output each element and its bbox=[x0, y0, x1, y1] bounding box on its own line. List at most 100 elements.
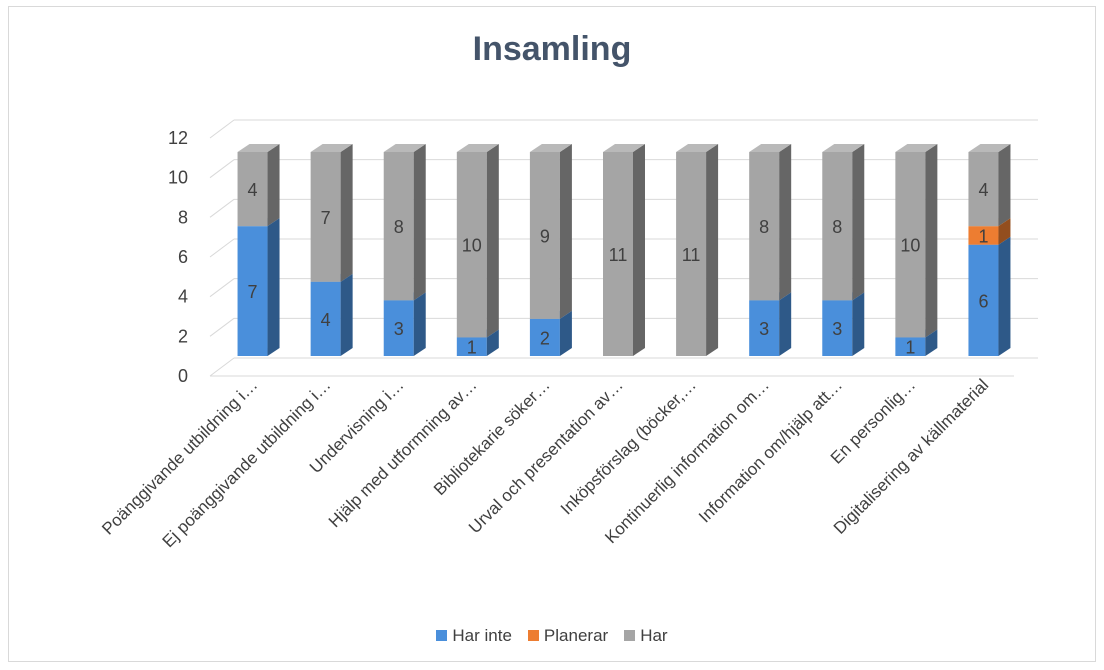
bar-segment bbox=[968, 244, 999, 356]
x-tick-label: Poänggivande utbildning i… bbox=[98, 375, 261, 538]
bar-side bbox=[998, 218, 1011, 245]
data-label: 8 bbox=[832, 217, 842, 237]
bar-segment bbox=[310, 281, 341, 356]
bar-segment bbox=[895, 337, 926, 356]
y-tick-label: 2 bbox=[178, 326, 188, 346]
legend-item: Har inte bbox=[436, 626, 512, 646]
bar-side bbox=[998, 236, 1011, 356]
bar-segment bbox=[237, 226, 268, 356]
bar-segment bbox=[676, 152, 707, 356]
grid-diagonal bbox=[209, 357, 235, 377]
bar-segment bbox=[603, 152, 633, 356]
legend-item: Planerar bbox=[527, 626, 609, 646]
data-label: 7 bbox=[248, 282, 258, 302]
bar-segment bbox=[529, 318, 560, 356]
grid-diagonal bbox=[209, 238, 235, 258]
data-label: 10 bbox=[900, 236, 920, 256]
y-tick-label: 6 bbox=[178, 247, 188, 267]
bar-top bbox=[603, 144, 645, 152]
bar-segment bbox=[968, 152, 999, 227]
bar-side bbox=[925, 144, 938, 338]
legend-swatch bbox=[436, 630, 448, 642]
bar-segment bbox=[749, 300, 780, 356]
data-label: 2 bbox=[540, 328, 550, 348]
bar-segment bbox=[968, 226, 999, 245]
data-label: 1 bbox=[467, 338, 477, 358]
bar-top bbox=[749, 144, 792, 152]
data-label: 3 bbox=[759, 319, 769, 339]
bar-top bbox=[822, 144, 865, 152]
bar-side bbox=[706, 144, 719, 356]
bar-top bbox=[676, 144, 719, 152]
data-label: 10 bbox=[462, 236, 482, 256]
bar-segment bbox=[895, 152, 926, 338]
bar-side bbox=[340, 144, 353, 282]
chart-title: Insamling bbox=[472, 30, 632, 68]
bar-side bbox=[559, 310, 572, 356]
bar-side bbox=[486, 329, 499, 356]
legend-label: Har inte bbox=[452, 626, 512, 645]
bar-top bbox=[383, 144, 426, 152]
data-label: 8 bbox=[394, 217, 404, 237]
x-tick-label: Urval och presentation av… bbox=[465, 375, 627, 537]
bar-segment bbox=[383, 300, 414, 356]
grid-diagonal bbox=[209, 278, 235, 298]
bar-side bbox=[633, 144, 645, 356]
data-label: 3 bbox=[394, 319, 404, 339]
bar-side bbox=[779, 292, 792, 356]
y-tick-label: 8 bbox=[178, 207, 188, 227]
bar-segment bbox=[822, 152, 853, 301]
data-label: 1 bbox=[905, 338, 915, 358]
legend-item: Har bbox=[624, 626, 668, 646]
bar-side bbox=[852, 144, 865, 301]
bar-side bbox=[267, 218, 280, 356]
legend-label: Planerar bbox=[543, 626, 609, 645]
bar-segment bbox=[822, 300, 853, 356]
y-tick-label: 0 bbox=[178, 366, 188, 386]
x-tick-label: Digitalisering av källmaterial bbox=[830, 375, 992, 537]
bar-side bbox=[852, 292, 865, 356]
y-tick-label: 10 bbox=[168, 168, 188, 188]
y-tick-label: 12 bbox=[168, 128, 188, 148]
bar-top bbox=[237, 144, 280, 152]
bar-side bbox=[559, 144, 572, 319]
bar-side bbox=[413, 144, 426, 301]
bar-top bbox=[895, 144, 938, 152]
bar-side bbox=[267, 144, 280, 227]
x-tick-label: Hjälp med utformning av… bbox=[325, 375, 481, 531]
data-label: 4 bbox=[248, 180, 258, 200]
bar-segment bbox=[456, 337, 487, 356]
bar-side bbox=[340, 273, 353, 356]
bar-segment bbox=[383, 152, 414, 301]
data-label: 8 bbox=[759, 217, 769, 237]
legend-label: Har bbox=[640, 626, 668, 645]
bar-side bbox=[779, 144, 792, 301]
bar-side bbox=[925, 329, 938, 356]
bar-side bbox=[413, 292, 426, 356]
chart-legend: Har inte Planerar Har bbox=[0, 626, 1104, 646]
legend-swatch bbox=[624, 630, 636, 642]
grid-diagonal bbox=[209, 198, 235, 218]
x-tick-label: Inköpsförslag (böcker,… bbox=[557, 375, 700, 518]
data-label: 9 bbox=[540, 226, 550, 246]
data-label: 4 bbox=[321, 310, 331, 330]
data-label: 1 bbox=[978, 226, 988, 246]
grid-diagonal bbox=[209, 317, 235, 337]
bar-segment bbox=[749, 152, 780, 301]
bar-segment bbox=[237, 152, 268, 227]
bar-top bbox=[310, 144, 353, 152]
bar-segment bbox=[310, 152, 341, 282]
bar-top bbox=[529, 144, 572, 152]
bar-top bbox=[456, 144, 499, 152]
grid-diagonal bbox=[209, 119, 235, 139]
bar-segment bbox=[529, 152, 560, 319]
x-tick-label: Information om/hjälp att… bbox=[695, 375, 846, 526]
grid-diagonal bbox=[209, 159, 235, 179]
data-label: 11 bbox=[609, 245, 628, 265]
y-tick-label: 4 bbox=[178, 287, 188, 307]
bar-side bbox=[998, 144, 1011, 227]
bar-side bbox=[486, 144, 499, 338]
data-label: 7 bbox=[321, 208, 331, 228]
data-label: 6 bbox=[978, 291, 988, 311]
